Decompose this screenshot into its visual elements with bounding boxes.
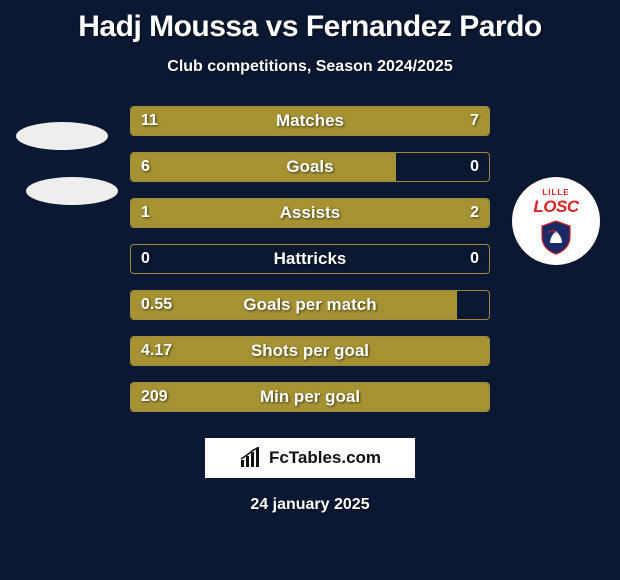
footer-brand-box: FcTables.com [205, 438, 415, 478]
bar-chart-icon [239, 447, 263, 469]
stat-bar-track: Min per goal209 [130, 382, 490, 412]
stat-row: Goals per match0.55 [0, 282, 620, 328]
stat-value-right: 7 [470, 107, 479, 135]
stat-value-right: 0 [470, 153, 479, 181]
footer-brand-text: FcTables.com [269, 448, 381, 468]
stat-bar-track: Goals6 0 [130, 152, 490, 182]
stat-label: Matches [131, 107, 489, 135]
stat-label: Hattricks [131, 245, 489, 273]
stat-bar-track: Hattricks0 0 [130, 244, 490, 274]
stat-bar-track: Shots per goal4.17 [130, 336, 490, 366]
stat-label: Shots per goal [131, 337, 489, 365]
stat-bar-track: Matches11 7 [130, 106, 490, 136]
club-badge-top-text: LILLE [542, 188, 569, 197]
stat-value-right: 2 [470, 199, 479, 227]
stat-label: Goals per match [131, 291, 489, 319]
footer-date: 24 january 2025 [0, 496, 620, 514]
avatar-placeholder [16, 122, 108, 150]
stat-label: Min per goal [131, 383, 489, 411]
stat-row: Min per goal209 [0, 374, 620, 420]
stat-bar-track: Goals per match0.55 [130, 290, 490, 320]
avatar-placeholder [26, 177, 118, 205]
page-title: Hadj Moussa vs Fernandez Pardo [0, 0, 620, 44]
stat-value-left: 4.17 [141, 337, 172, 365]
stat-value-left: 1 [141, 199, 150, 227]
stat-value-left: 6 [141, 153, 150, 181]
club-badge-main-text: LOSC [533, 197, 578, 217]
club-badge: LILLE LOSC [512, 177, 600, 265]
stat-label: Goals [131, 153, 489, 181]
page-subtitle: Club competitions, Season 2024/2025 [0, 58, 620, 76]
stat-label: Assists [131, 199, 489, 227]
stat-value-left: 0 [141, 245, 150, 273]
stat-row: Shots per goal4.17 [0, 328, 620, 374]
stat-bar-track: Assists1 2 [130, 198, 490, 228]
stat-value-left: 11 [141, 107, 158, 135]
stat-value-right: 0 [470, 245, 479, 273]
stat-value-left: 209 [141, 383, 168, 411]
stat-value-left: 0.55 [141, 291, 172, 319]
club-badge-shield-icon [538, 219, 574, 255]
